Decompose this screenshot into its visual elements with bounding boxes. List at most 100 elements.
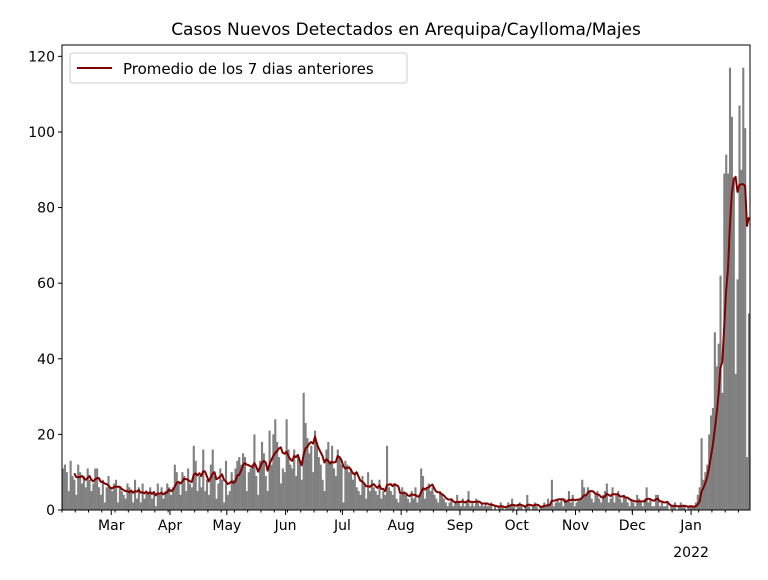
x-tick-label: Mar xyxy=(98,518,125,534)
bar xyxy=(348,472,351,510)
x-tick-label: Dec xyxy=(619,518,646,534)
bar xyxy=(550,479,553,510)
bar xyxy=(643,498,646,510)
bar xyxy=(332,468,336,510)
bar xyxy=(475,498,478,510)
bar xyxy=(312,472,315,510)
bar xyxy=(622,494,625,510)
bar xyxy=(209,464,212,510)
bar xyxy=(401,487,404,510)
bar xyxy=(628,506,631,510)
bar xyxy=(357,491,360,510)
bar xyxy=(257,494,260,510)
bar xyxy=(422,475,425,510)
bar xyxy=(181,472,184,510)
bar xyxy=(658,506,661,510)
bar xyxy=(370,479,373,510)
bar xyxy=(437,502,440,510)
bar xyxy=(579,498,582,510)
bar xyxy=(639,502,643,510)
bar xyxy=(630,498,633,510)
bar xyxy=(558,502,561,510)
bar xyxy=(314,430,317,510)
bar xyxy=(548,506,552,510)
bar xyxy=(128,487,131,510)
bar xyxy=(145,491,148,510)
bar xyxy=(196,491,199,510)
x-tick-label: Nov xyxy=(562,518,589,534)
average-line xyxy=(73,175,750,509)
bar xyxy=(353,472,356,510)
bar xyxy=(179,494,182,510)
y-tick-label: 100 xyxy=(28,125,55,141)
y-axis: 0 20 40 60 80 100 120 xyxy=(28,49,62,519)
bar xyxy=(452,506,455,510)
bar xyxy=(620,502,624,510)
bar xyxy=(296,457,300,510)
bar xyxy=(240,464,243,510)
bar xyxy=(325,449,328,510)
bar xyxy=(450,498,453,510)
bar xyxy=(65,472,68,510)
bar xyxy=(113,483,116,510)
bar xyxy=(317,457,320,510)
bar xyxy=(509,506,512,510)
bar xyxy=(291,468,294,510)
bar xyxy=(99,494,102,510)
bar xyxy=(308,453,311,510)
bar xyxy=(393,483,396,510)
bar xyxy=(573,506,576,510)
bar xyxy=(185,491,188,510)
chart-title: Casos Nuevos Detectados en Arequipa/Cayl… xyxy=(171,20,641,40)
bar xyxy=(111,491,114,510)
bar xyxy=(600,502,603,510)
bar xyxy=(96,468,99,510)
bar xyxy=(649,498,652,510)
y-tick-label: 0 xyxy=(46,503,55,519)
bar xyxy=(152,491,156,510)
bar xyxy=(484,502,487,510)
bar xyxy=(88,479,91,510)
bar xyxy=(730,116,733,510)
bar xyxy=(300,479,303,510)
bar xyxy=(230,472,233,510)
bar xyxy=(397,502,400,510)
bar xyxy=(613,502,616,510)
bar xyxy=(647,502,650,510)
bar xyxy=(331,445,334,510)
bar xyxy=(727,173,730,510)
bar xyxy=(465,502,468,510)
legend-label: Promedio de los 7 dias anteriores xyxy=(123,60,374,78)
bar xyxy=(298,460,301,510)
bar xyxy=(90,491,93,510)
bar xyxy=(378,479,381,510)
bar xyxy=(238,457,241,510)
bar xyxy=(262,453,265,510)
bar xyxy=(641,506,644,510)
bar xyxy=(732,177,735,510)
bar xyxy=(73,479,76,510)
bar xyxy=(217,483,220,510)
bar xyxy=(363,483,366,510)
bar xyxy=(535,506,538,510)
bar xyxy=(634,506,637,510)
bar xyxy=(200,487,203,510)
bar xyxy=(84,487,87,510)
bar xyxy=(575,502,578,510)
bar xyxy=(120,491,123,510)
bar xyxy=(626,502,629,510)
bar xyxy=(270,464,273,510)
bar xyxy=(187,468,190,510)
bar xyxy=(365,498,368,510)
legend: Promedio de los 7 dias anteriores xyxy=(69,52,408,84)
bar xyxy=(224,460,228,510)
bar xyxy=(638,498,641,510)
bar xyxy=(374,491,377,510)
bar xyxy=(259,460,262,510)
bar xyxy=(461,498,464,510)
bar xyxy=(236,460,239,510)
bar xyxy=(94,468,97,510)
bar xyxy=(554,502,557,510)
bar xyxy=(281,468,284,510)
bar xyxy=(251,464,254,510)
